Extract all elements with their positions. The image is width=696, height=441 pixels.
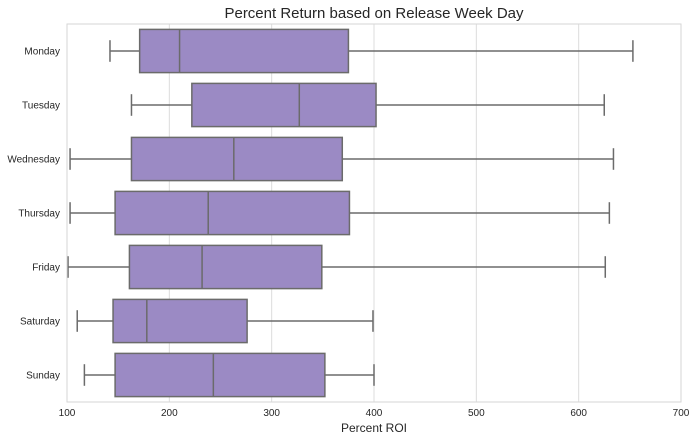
box-saturday [76,298,374,344]
y-tick-label: Monday [24,47,60,58]
y-tick-label: Sunday [26,371,60,382]
y-tick-label: Wednesday [7,155,60,166]
x-tick-label: 300 [263,408,280,419]
box-friday [67,244,607,290]
y-tick-label: Friday [32,263,60,274]
x-tick-label: 200 [161,408,178,419]
y-tick-label: Thursday [18,209,60,220]
x-tick-label: 600 [570,408,587,419]
iqr-box [114,190,351,236]
x-tick-labels: 100 200 300 400 500 600 700 [59,408,690,419]
y-tick-label: Saturday [20,317,60,328]
iqr-box [130,136,344,182]
box-tuesday [130,82,605,128]
plot-frame [66,23,682,403]
y-tick-label: Tuesday [22,101,60,112]
iqr-box [112,298,248,344]
box-sunday [83,352,375,398]
x-tick-label: 400 [366,408,383,419]
iqr-box [128,244,323,290]
x-axis-label: Percent ROI [341,421,407,435]
x-tick-label: 500 [468,408,485,419]
chart-title: Percent Return based on Release Week Day [224,5,524,22]
box-thursday [69,190,611,236]
box-series [67,28,634,398]
iqr-box [114,352,326,398]
box-wednesday [69,136,615,182]
iqr-box [191,82,377,128]
box-monday [109,28,634,74]
x-tick-label: 100 [59,408,76,419]
y-tick-labels: Monday Tuesday Wednesday Thursday Friday Satu… [7,47,60,382]
iqr-box [138,28,350,74]
x-tick-label: 700 [673,408,690,419]
